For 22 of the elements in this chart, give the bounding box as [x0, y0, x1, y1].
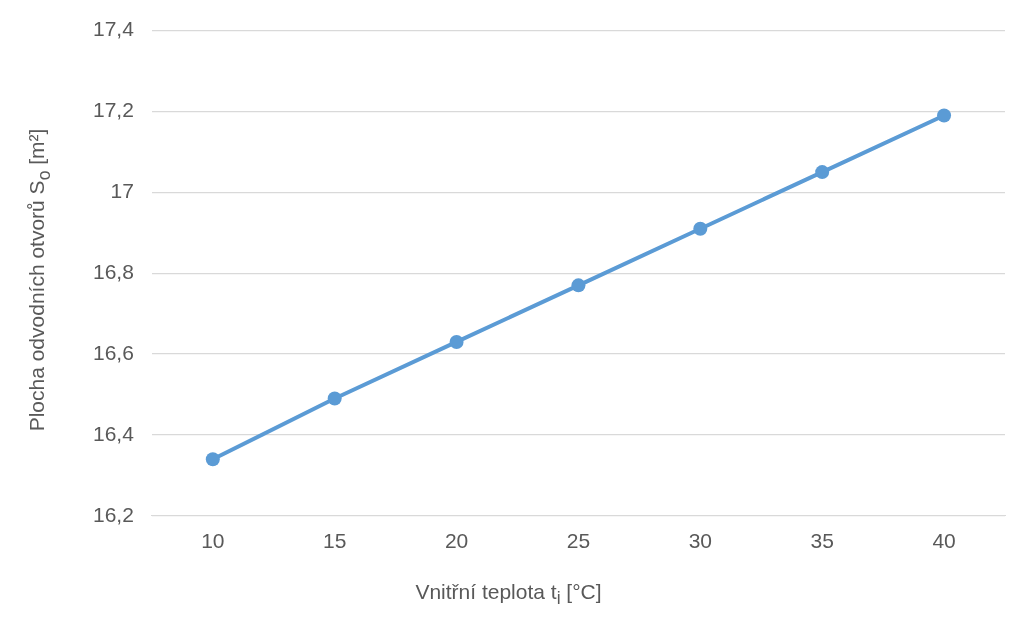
point — [693, 221, 708, 236]
x-tick-label: 10 — [201, 529, 225, 553]
point — [571, 278, 586, 293]
point — [449, 334, 464, 349]
y-tick-label: 16,8 — [93, 260, 134, 283]
x-tick-label: 15 — [323, 529, 347, 553]
y-tick-label: 16,2 — [93, 502, 134, 526]
y-tick-label: 16,4 — [93, 421, 135, 445]
x-axis-title: Vnitřní teplota t$_{i}$ [°C] — [414, 580, 603, 610]
x-tick-label: 30 — [688, 529, 712, 553]
x-tick-label: 40 — [932, 529, 956, 553]
point — [937, 108, 952, 123]
x-tick-label: 20 — [444, 529, 469, 553]
point — [815, 165, 830, 180]
y-tick-label: 17,4 — [93, 17, 135, 41]
y-tick-label: 17 — [110, 179, 134, 203]
point — [327, 391, 342, 406]
point — [205, 452, 220, 467]
x-tick-label: 35 — [810, 529, 834, 553]
y-tick-label: 17,2 — [93, 98, 134, 122]
x-tick-label: 25 — [566, 529, 591, 553]
y-tick-label: 16,6 — [93, 340, 134, 364]
